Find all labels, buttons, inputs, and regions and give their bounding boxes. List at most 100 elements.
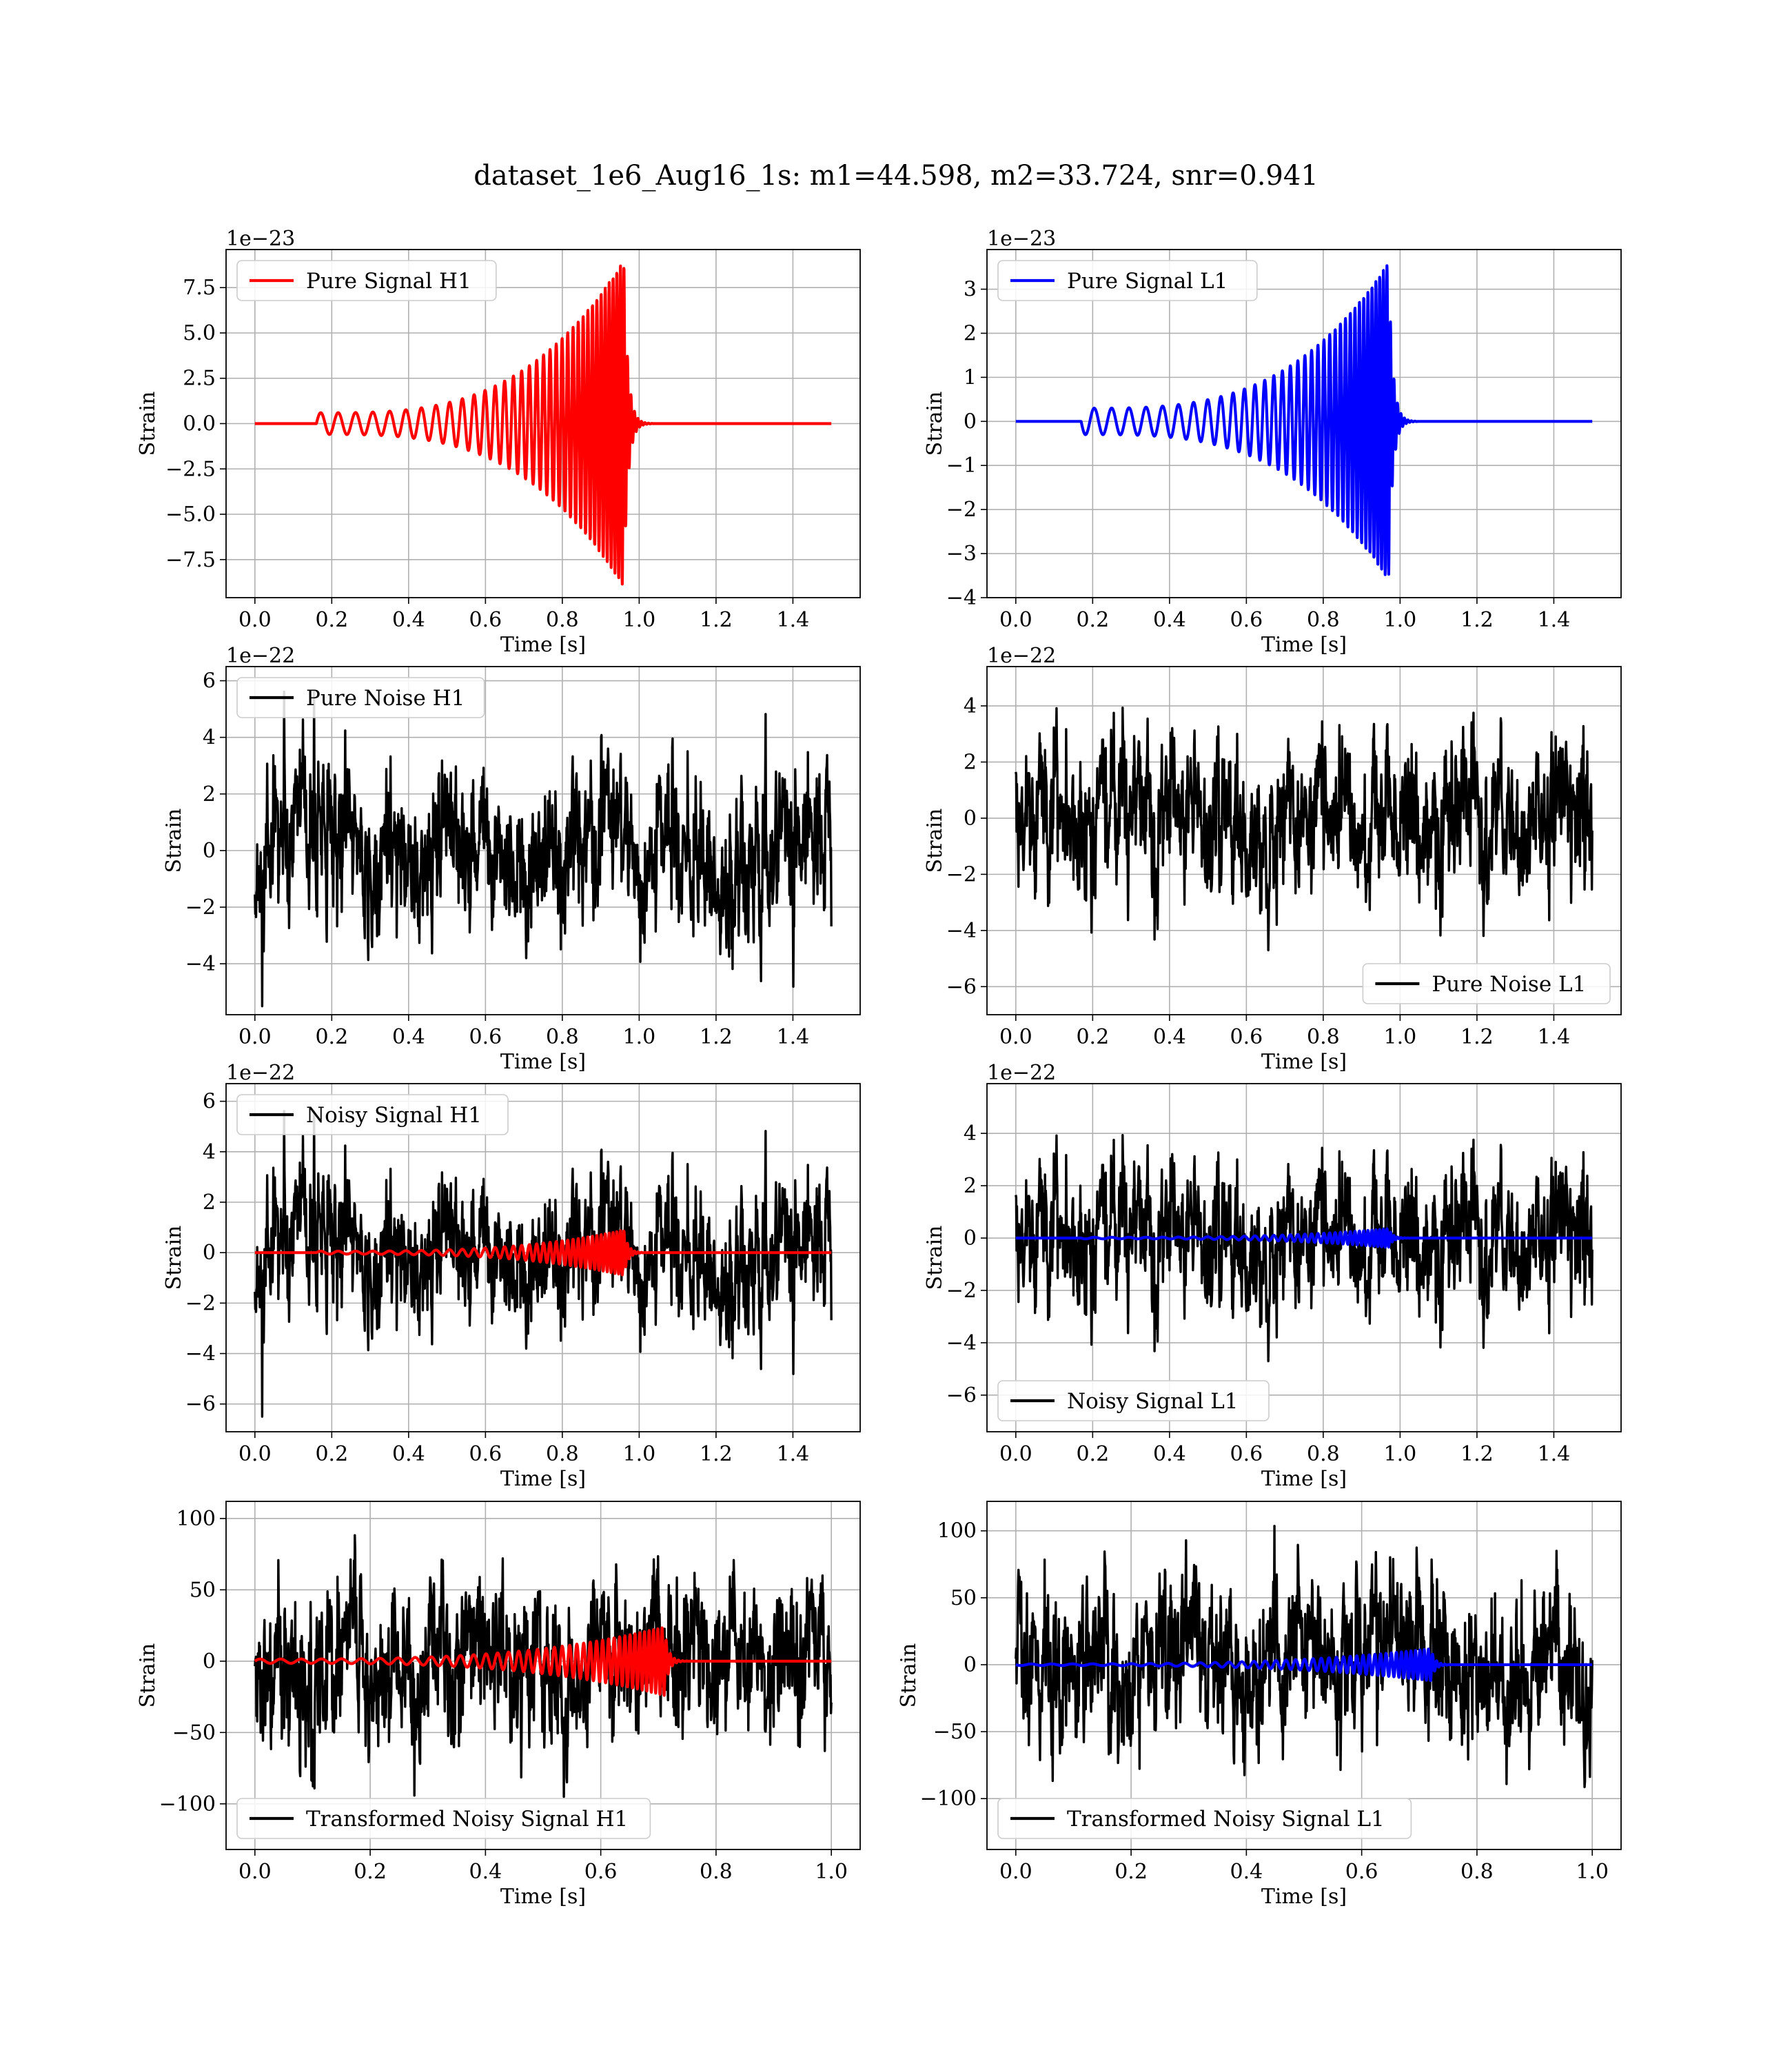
y-tick-label: −6 (185, 1392, 216, 1417)
y-tick-label: 7.5 (183, 276, 216, 300)
x-tick-label: 1.0 (1384, 1442, 1417, 1466)
y-tick-label: 4 (203, 1140, 216, 1164)
x-tick-label: 0.4 (1230, 1860, 1263, 1884)
y-axis-label: Strain (136, 392, 160, 456)
series-group (254, 264, 833, 586)
y-tick-label: −2 (946, 1279, 977, 1303)
panel-row2-left: 0.0 0.2 0.4 0.6 0.8 1.0 1.2 1.4 −4 −2 0 2 4 6 Time [s]… (162, 644, 861, 1074)
x-tick-label: 0.4 (469, 1860, 502, 1884)
x-tick-label: 0.0 (999, 608, 1032, 632)
x-tick-label: 0.6 (469, 1025, 502, 1049)
x-tick-label: 0.2 (1114, 1860, 1148, 1884)
legend-label: Pure Noise H1 (306, 686, 465, 711)
y-tick-label: 0 (203, 839, 216, 863)
panel-row4-left: 0.0 0.2 0.4 0.6 0.8 1.0 −100 −50 0 50 100 Time [s] S… (136, 1501, 861, 1909)
x-tick-label: 1.0 (623, 1025, 656, 1049)
y-tick-label: 2 (964, 750, 977, 774)
y-tick-label: 4 (203, 726, 216, 750)
legend-label: Pure Signal H1 (306, 269, 471, 294)
x-tick-label: 0.6 (1230, 608, 1263, 632)
y-tick-label: −3 (946, 542, 977, 566)
panel-row4-right: 0.0 0.2 0.4 0.6 0.8 1.0 −100 −50 0 50 100 Time [s] S… (897, 1501, 1622, 1909)
x-axis-label: Time [s] (500, 633, 586, 657)
y-axis-label: Strain (923, 1226, 947, 1290)
x-tick-label: 0.4 (392, 1442, 425, 1466)
y-tick-label: 0 (964, 807, 977, 831)
y-tick-label: 0.0 (183, 412, 216, 436)
x-tick-label: 0.2 (315, 608, 348, 632)
series-line-1 (254, 1229, 833, 1277)
axes-frame (225, 1083, 861, 1432)
x-tick-label: 0.0 (238, 608, 272, 632)
x-tick-label: 1.0 (815, 1860, 848, 1884)
legend-label: Pure Signal L1 (1067, 269, 1228, 294)
x-tick-label: 0.2 (315, 1442, 348, 1466)
x-tick-label: 0.8 (1307, 608, 1340, 632)
x-tick-label: 0.0 (238, 1025, 272, 1049)
x-tick-label: 0.4 (392, 1025, 425, 1049)
x-tick-label: 0.8 (546, 1025, 579, 1049)
legend-box (997, 260, 1258, 301)
x-tick-label: 0.0 (999, 1442, 1032, 1466)
y-tick-label: −4 (185, 952, 216, 976)
y-tick-label: −50 (172, 1721, 216, 1745)
y-axis-label: Strain (897, 1643, 921, 1708)
y-tick-label: 0 (203, 1241, 216, 1265)
x-tick-label: 0.8 (1460, 1860, 1494, 1884)
x-tick-label: 1.2 (700, 1442, 733, 1466)
x-axis-label: Time [s] (500, 1050, 586, 1074)
panel-row3-right: 0.0 0.2 0.4 0.6 0.8 1.0 1.2 1.4 −6 −4 −2 0 2 4 Time [s… (923, 1061, 1622, 1491)
panel-row1-right: 0.0 0.2 0.4 0.6 0.8 1.0 1.2 1.4 −4 −3 −2 −1 0 1 2 3 Time… (923, 227, 1622, 657)
x-tick-label: 1.4 (1538, 1025, 1571, 1049)
y-tick-label: −4 (946, 919, 977, 943)
x-tick-label: 0.8 (1307, 1442, 1340, 1466)
legend: Pure Signal H1 (236, 260, 497, 301)
y-tick-label: −2.5 (165, 457, 216, 481)
x-tick-label: 0.8 (546, 608, 579, 632)
x-axis-label: Time [s] (1261, 1050, 1347, 1074)
legend: Transformed Noisy Signal H1 (236, 1798, 651, 1839)
y-axis-label: Strain (923, 392, 947, 456)
y-tick-label: −2 (185, 1291, 216, 1315)
x-tick-label: 0.8 (546, 1442, 579, 1466)
legend: Noisy Signal L1 (997, 1380, 1270, 1421)
y-tick-label: 0 (964, 1653, 977, 1677)
y-tick-label: 100 (176, 1507, 216, 1531)
x-tick-label: 1.4 (777, 1442, 810, 1466)
y-axis-label: Strain (923, 809, 947, 873)
offset-text: 1e−22 (987, 1061, 1056, 1085)
y-axis-label: Strain (136, 1643, 160, 1708)
y-tick-label: 2 (203, 1190, 216, 1215)
axes-frame (225, 1501, 861, 1850)
x-tick-label: 1.0 (1576, 1860, 1609, 1884)
axes-frame (986, 249, 1622, 598)
y-tick-label: 2 (964, 1174, 977, 1198)
y-tick-label: −100 (920, 1787, 977, 1811)
x-axis-label: Time [s] (500, 1467, 586, 1491)
panel-row1-left: 0.0 0.2 0.4 0.6 0.8 1.0 1.2 1.4 −7.5 −5.0 −2.5 0.0 2… (136, 227, 861, 657)
x-axis-label: Time [s] (1261, 1885, 1347, 1909)
axes-frame (986, 1501, 1622, 1850)
x-tick-label: 0.6 (1230, 1442, 1263, 1466)
y-tick-label: 4 (964, 1122, 977, 1146)
legend-box (236, 677, 485, 718)
x-tick-label: 1.0 (623, 1442, 656, 1466)
y-tick-label: 2 (964, 321, 977, 345)
y-tick-label: −1 (946, 454, 977, 478)
x-tick-label: 0.0 (999, 1860, 1032, 1884)
y-tick-label: 4 (964, 694, 977, 718)
series-group (1015, 1524, 1594, 1789)
legend-label: Noisy Signal H1 (306, 1103, 482, 1128)
figure-title: dataset_1e6_Aug16_1s: m1=44.598, m2=33.7… (474, 160, 1318, 192)
y-tick-label: −50 (933, 1720, 977, 1744)
x-tick-label: 0.0 (238, 1860, 272, 1884)
series-line-1 (1015, 1227, 1594, 1249)
offset-text: 1e−22 (987, 644, 1056, 668)
legend: Noisy Signal H1 (236, 1094, 509, 1135)
x-axis-label: Time [s] (1261, 633, 1347, 657)
x-tick-label: 0.0 (238, 1442, 272, 1466)
y-tick-label: −6 (946, 975, 977, 999)
panels: 0.0 0.2 0.4 0.6 0.8 1.0 1.2 1.4 −7.5 −5.0 −2.5 0.0 2… (136, 227, 1622, 1909)
series-line-1 (254, 1626, 833, 1697)
